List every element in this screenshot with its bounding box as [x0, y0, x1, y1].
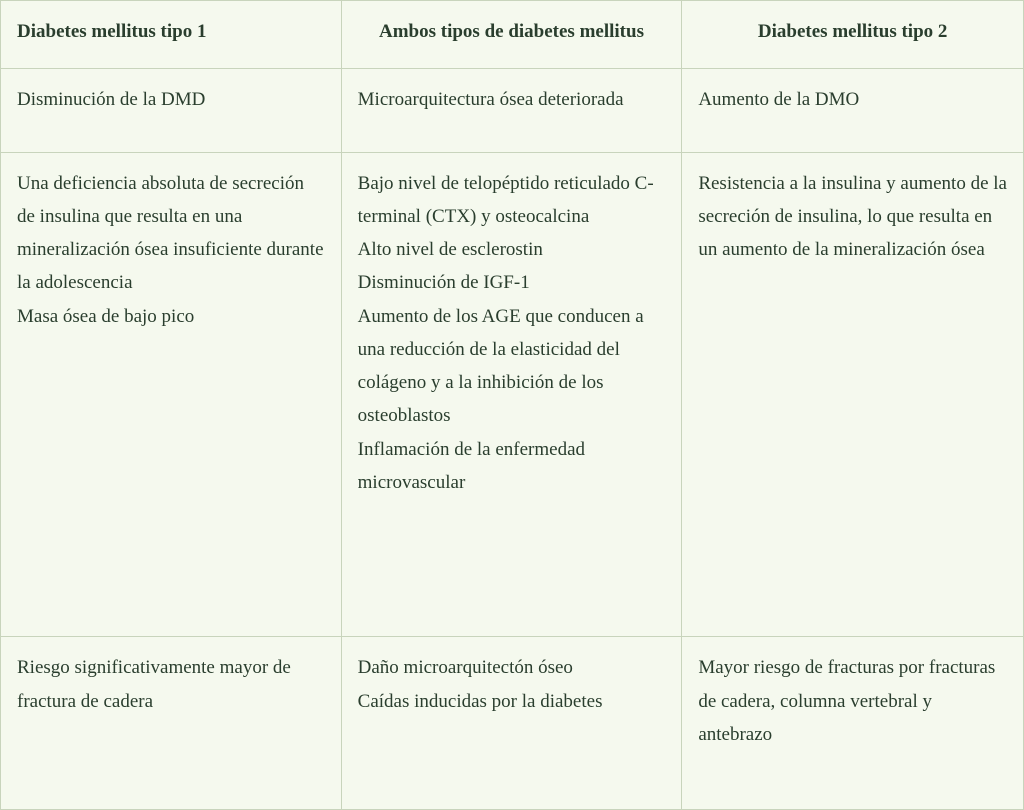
cell-text: Caídas inducidas por la diabetes: [358, 685, 666, 718]
cell-text: Alto nivel de esclerostin: [358, 233, 666, 266]
cell-text: Disminución de la DMD: [17, 83, 325, 116]
table-header-row: Diabetes mellitus tipo 1 Ambos tipos de …: [1, 1, 1024, 69]
diabetes-comparison-table: Diabetes mellitus tipo 1 Ambos tipos de …: [0, 0, 1024, 810]
column-header-type2: Diabetes mellitus tipo 2: [682, 1, 1024, 69]
table-row: Riesgo significativamente mayor de fract…: [1, 637, 1024, 810]
cell-text: Masa ósea de bajo pico: [17, 300, 325, 333]
table-cell: Daño microarquitectón óseo Caídas induci…: [341, 637, 682, 810]
table-cell: Mayor riesgo de fracturas por fracturas …: [682, 637, 1024, 810]
cell-text: Resistencia a la insulina y aumento de l…: [698, 167, 1007, 267]
cell-text: Disminución de IGF-1: [358, 266, 666, 299]
column-header-type1: Diabetes mellitus tipo 1: [1, 1, 342, 69]
cell-text: Aumento de los AGE que conducen a una re…: [358, 300, 666, 433]
table-row: Disminución de la DMD Microarquitectura …: [1, 69, 1024, 152]
cell-text: Daño microarquitectón óseo: [358, 651, 666, 684]
cell-text: Inflamación de la enfermedad microvascul…: [358, 433, 666, 500]
table-body: Disminución de la DMD Microarquitectura …: [1, 69, 1024, 810]
column-header-both: Ambos tipos de diabetes mellitus: [341, 1, 682, 69]
cell-text: Aumento de la DMO: [698, 83, 1007, 116]
table-cell: Resistencia a la insulina y aumento de l…: [682, 152, 1024, 637]
cell-text: Mayor riesgo de fracturas por fracturas …: [698, 651, 1007, 751]
cell-text: Bajo nivel de telopéptido reticulado C-t…: [358, 167, 666, 234]
table-cell: Una deficiencia absoluta de secreción de…: [1, 152, 342, 637]
cell-text: Microarquitectura ósea deteriorada: [358, 83, 666, 116]
table-cell: Microarquitectura ósea deteriorada: [341, 69, 682, 152]
cell-text: Riesgo significativamente mayor de fract…: [17, 651, 325, 718]
table-header: Diabetes mellitus tipo 1 Ambos tipos de …: [1, 1, 1024, 69]
table-row: Una deficiencia absoluta de secreción de…: [1, 152, 1024, 637]
table-cell: Riesgo significativamente mayor de fract…: [1, 637, 342, 810]
diabetes-comparison-table-container: Diabetes mellitus tipo 1 Ambos tipos de …: [0, 0, 1024, 810]
cell-text: Una deficiencia absoluta de secreción de…: [17, 167, 325, 300]
table-cell: Bajo nivel de telopéptido reticulado C-t…: [341, 152, 682, 637]
table-cell: Disminución de la DMD: [1, 69, 342, 152]
table-cell: Aumento de la DMO: [682, 69, 1024, 152]
